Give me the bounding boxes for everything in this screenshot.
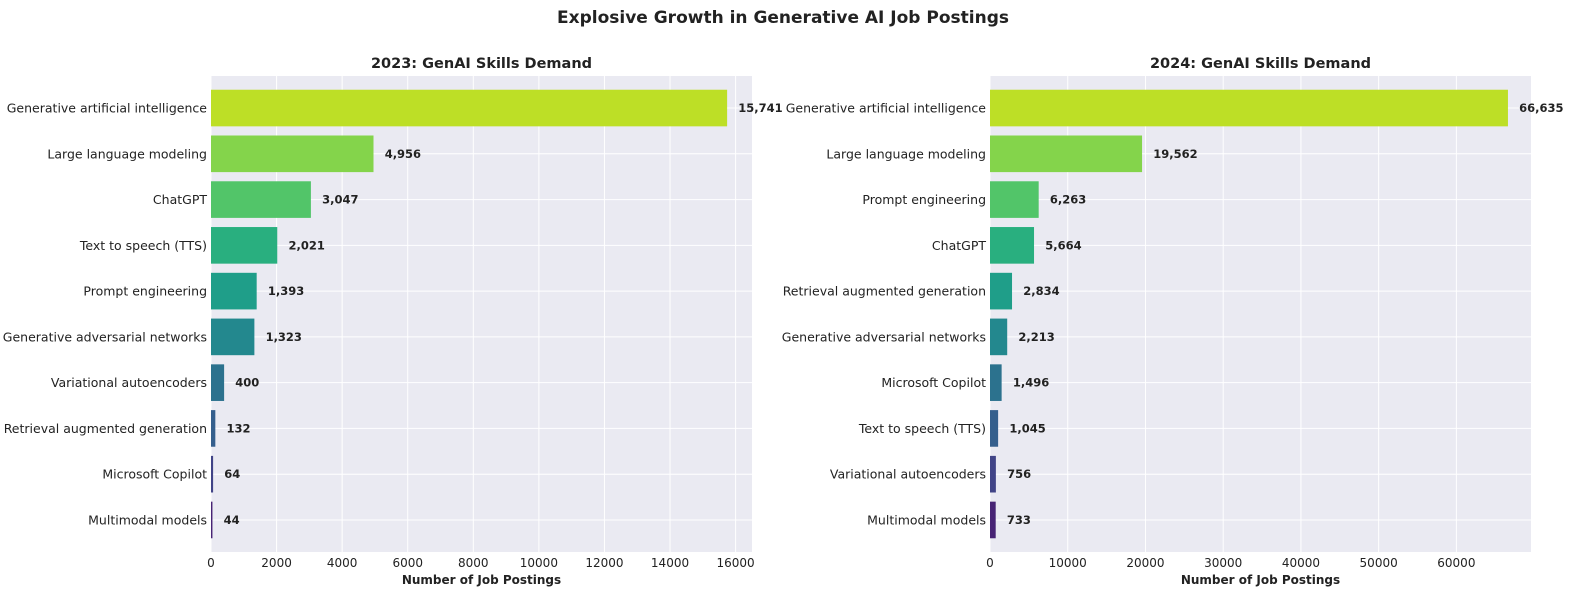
value-label: 1,045 — [1009, 421, 1045, 435]
value-label: 733 — [1007, 513, 1031, 527]
category-label: Generative adversarial networks — [782, 329, 986, 344]
category-label: Multimodal models — [88, 512, 207, 527]
x-tick-label: 0 — [986, 556, 994, 570]
x-tick-label: 4000 — [327, 556, 358, 570]
category-label: Variational autoencoders — [51, 375, 207, 390]
x-tick-label: 40000 — [1282, 556, 1320, 570]
bar — [990, 181, 1039, 218]
value-label: 6,263 — [1050, 193, 1086, 207]
bar — [211, 272, 257, 310]
category-label: ChatGPT — [932, 238, 986, 253]
value-label: 756 — [1007, 467, 1031, 481]
category-label: Generative adversarial networks — [3, 329, 207, 344]
value-label: 5,664 — [1045, 238, 1081, 252]
value-label: 15,741 — [738, 101, 782, 115]
bar — [990, 364, 1002, 401]
value-label: 66,635 — [1519, 101, 1563, 115]
category-label: Multimodal models — [867, 512, 986, 527]
x-tick-label: 0 — [207, 556, 215, 570]
bar — [211, 501, 213, 539]
bar — [990, 89, 1508, 127]
chart-title: 2024: GenAI Skills Demand — [1150, 56, 1371, 72]
x-tick-label: 20000 — [1126, 556, 1164, 570]
x-tick-label: 50000 — [1360, 556, 1398, 570]
bar — [211, 89, 728, 127]
bar — [211, 135, 374, 173]
category-label: Text to speech (TTS) — [79, 238, 207, 253]
x-tick-label: 12000 — [585, 556, 623, 570]
bar — [211, 455, 214, 493]
category-label: ChatGPT — [153, 192, 207, 207]
bar — [990, 410, 999, 447]
x-axis-label: Number of Job Postings — [402, 573, 561, 587]
value-label: 44 — [224, 513, 240, 527]
value-label: 1,323 — [266, 330, 302, 344]
category-label: Generative artificial intelligence — [786, 101, 987, 116]
x-tick-label: 10000 — [1049, 556, 1087, 570]
x-tick-label: 6000 — [392, 556, 423, 570]
value-label: 132 — [227, 421, 251, 435]
category-label: Text to speech (TTS) — [858, 421, 986, 436]
value-label: 64 — [224, 467, 240, 481]
value-label: 400 — [235, 376, 259, 390]
bar — [990, 318, 1008, 356]
value-label: 2,834 — [1023, 284, 1059, 298]
value-label: 3,047 — [322, 193, 358, 207]
category-label: Retrieval augmented generation — [4, 421, 207, 436]
bar — [990, 227, 1035, 264]
x-tick-label: 14000 — [651, 556, 689, 570]
bar — [990, 272, 1013, 310]
x-tick-label: 16000 — [717, 556, 755, 570]
bar — [211, 318, 255, 356]
category-label: Prompt engineering — [83, 284, 207, 299]
category-label: Variational autoencoders — [830, 467, 986, 482]
value-label: 1,393 — [268, 284, 304, 298]
bar — [211, 227, 278, 264]
bar — [990, 135, 1143, 173]
x-tick-label: 60000 — [1437, 556, 1475, 570]
x-tick-label: 2000 — [261, 556, 292, 570]
bar — [211, 364, 225, 401]
value-label: 19,562 — [1153, 147, 1197, 161]
category-label: Microsoft Copilot — [102, 467, 207, 482]
chart-title: 2023: GenAI Skills Demand — [371, 56, 592, 72]
x-tick-label: 30000 — [1204, 556, 1242, 570]
category-label: Generative artificial intelligence — [7, 101, 208, 116]
x-tick-label: 10000 — [520, 556, 558, 570]
x-axis-label: Number of Job Postings — [1181, 573, 1340, 587]
category-label: Large language modeling — [826, 146, 986, 161]
category-label: Retrieval augmented generation — [783, 284, 986, 299]
chart-panel-1: Generative artificial intelligence 15,741… — [3, 56, 783, 587]
chart-panel-2: Generative artificial intelligence 66,635… — [782, 56, 1564, 587]
bar — [211, 410, 216, 447]
value-label: 2,213 — [1018, 330, 1054, 344]
x-tick-label: 8000 — [458, 556, 489, 570]
category-label: Microsoft Copilot — [881, 375, 986, 390]
category-label: Prompt engineering — [862, 192, 986, 207]
bar — [990, 501, 996, 539]
value-label: 4,956 — [385, 147, 421, 161]
value-label: 1,496 — [1013, 376, 1049, 390]
value-label: 2,021 — [288, 238, 324, 252]
figure-title: Explosive Growth in Generative AI Job Po… — [557, 8, 1009, 28]
category-label: Large language modeling — [47, 146, 207, 161]
bar — [990, 455, 996, 493]
bar — [211, 181, 311, 218]
